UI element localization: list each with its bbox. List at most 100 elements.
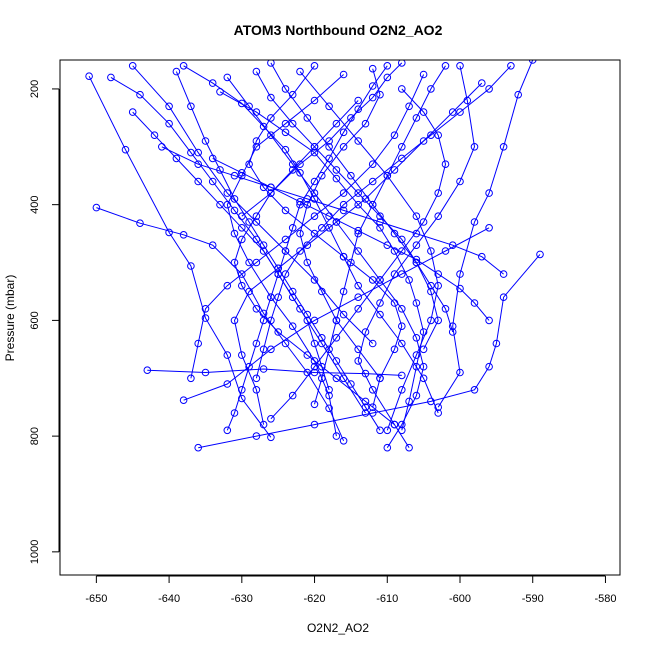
series-line <box>270 88 447 420</box>
data-point <box>245 258 253 267</box>
data-point <box>390 420 399 429</box>
data-point <box>339 189 348 197</box>
data-point <box>208 177 217 186</box>
data-point <box>419 328 428 336</box>
data-point <box>405 102 413 111</box>
data-point <box>267 131 275 139</box>
data-point <box>201 137 210 145</box>
series-12 <box>223 70 348 440</box>
x-tick-label: -610 <box>376 593 398 605</box>
data-point <box>296 160 304 168</box>
data-point <box>267 415 275 423</box>
series-line <box>96 207 345 442</box>
data-point <box>223 351 232 359</box>
data-point <box>332 316 341 325</box>
data-point <box>288 166 297 174</box>
data-point <box>485 85 493 93</box>
data-point <box>303 258 312 267</box>
data-point <box>419 108 428 116</box>
data-point <box>347 380 355 388</box>
data-point <box>281 128 290 137</box>
data-point <box>361 369 370 378</box>
data-point <box>194 443 202 452</box>
data-point <box>354 357 363 365</box>
data-point <box>383 171 392 180</box>
series-29 <box>223 73 428 452</box>
data-point <box>252 143 261 151</box>
data-point <box>434 403 443 412</box>
data-point <box>310 420 319 429</box>
x-tick-label: -640 <box>158 593 180 605</box>
data-point <box>339 128 348 137</box>
x-tick-label: -590 <box>522 593 544 605</box>
data-point <box>398 154 406 163</box>
data-point <box>448 108 457 116</box>
data-point <box>354 293 363 302</box>
plot-frame <box>59 59 621 576</box>
data-point <box>230 206 239 215</box>
data-point <box>325 224 333 232</box>
data-point <box>332 374 341 383</box>
data-point <box>325 404 333 413</box>
data-point <box>470 386 479 394</box>
data-point <box>390 229 399 238</box>
data-point <box>252 305 261 313</box>
data-point <box>470 218 479 226</box>
data-point <box>361 397 370 406</box>
data-point <box>419 362 428 371</box>
data-point <box>267 293 275 302</box>
data-point <box>179 231 188 239</box>
data-point <box>456 62 464 70</box>
data-point <box>376 374 384 383</box>
data-point <box>310 62 319 70</box>
data-point <box>274 328 283 336</box>
data-point <box>325 102 333 111</box>
data-point <box>390 270 399 278</box>
data-point <box>456 108 464 116</box>
series-25 <box>252 62 515 383</box>
data-point <box>179 396 188 405</box>
data-point <box>325 154 333 163</box>
data-point <box>383 73 392 82</box>
data-point <box>303 200 312 209</box>
x-tick-label: -580 <box>594 593 616 605</box>
data-point <box>252 212 261 220</box>
data-point <box>398 386 406 394</box>
data-point <box>281 206 290 215</box>
data-point <box>434 281 443 290</box>
data-point <box>325 391 333 400</box>
data-point <box>398 420 406 429</box>
data-point <box>259 365 268 373</box>
data-point <box>339 200 348 209</box>
data-point <box>412 334 421 342</box>
data-point <box>339 143 348 151</box>
data-point <box>354 96 363 105</box>
data-point <box>318 334 326 342</box>
data-point <box>412 114 421 122</box>
data-point <box>441 247 450 255</box>
data-point <box>296 229 304 238</box>
data-point <box>267 433 275 442</box>
data-point <box>288 322 297 331</box>
data-point <box>303 114 312 122</box>
data-point <box>92 203 101 212</box>
data-point <box>201 314 210 322</box>
data-point <box>318 287 326 296</box>
data-point <box>128 62 137 70</box>
data-point <box>412 391 421 400</box>
data-point <box>310 357 319 365</box>
series-line <box>357 65 476 448</box>
data-point <box>339 287 348 296</box>
data-point <box>267 345 275 354</box>
series-23 <box>208 154 493 325</box>
data-point <box>194 160 202 168</box>
chart-title: ATOM3 Northbound O2N2_AO2 <box>234 22 443 38</box>
data-point <box>376 212 384 220</box>
data-point <box>332 334 341 342</box>
data-point <box>456 177 464 186</box>
data-point <box>339 252 348 261</box>
data-point <box>318 374 326 383</box>
data-point <box>368 276 377 284</box>
data-point <box>368 160 377 168</box>
